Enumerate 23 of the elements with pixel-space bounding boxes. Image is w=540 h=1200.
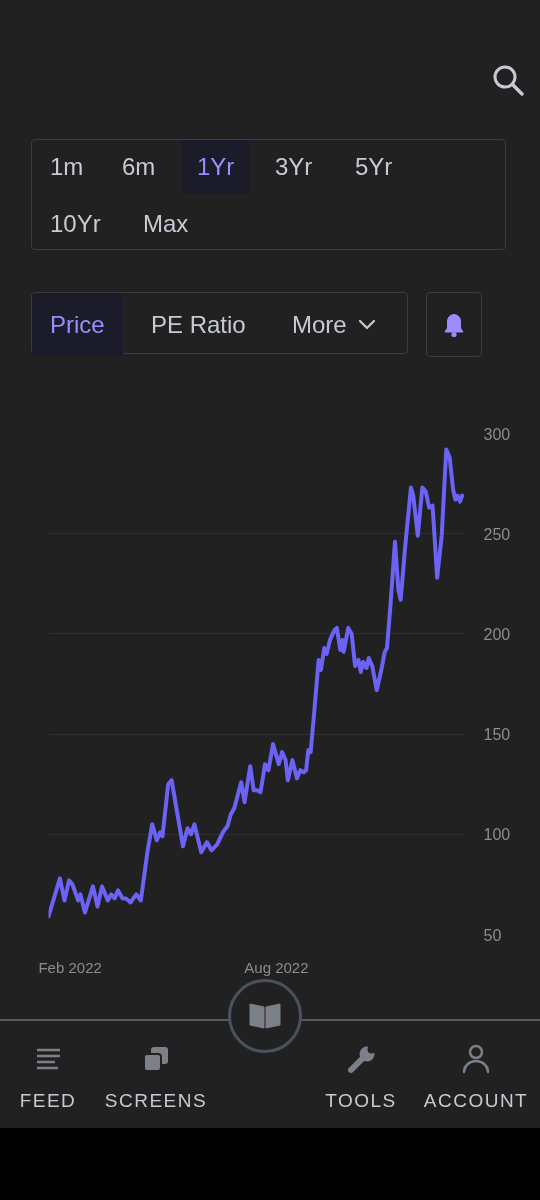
- y-tick-label: 50: [483, 926, 502, 944]
- text: 10Yr: [34, 197, 117, 251]
- text: 1m: [34, 140, 100, 194]
- text: Price: [32, 293, 123, 356]
- y-tick-label: 300: [483, 425, 511, 443]
- text: SCREENS: [104, 1090, 208, 1112]
- text: 5Yr: [339, 140, 409, 194]
- text: PE Ratio: [133, 293, 264, 356]
- text: 1Yr: [181, 140, 251, 194]
- y-tick-label: 200: [483, 625, 511, 643]
- text: FEED: [19, 1090, 77, 1112]
- text: 3Yr: [259, 140, 329, 194]
- y-tick-label: 100: [483, 826, 511, 844]
- text: TOOLS: [325, 1090, 397, 1112]
- line-series: [48, 447, 465, 919]
- y-tick-label: 250: [483, 525, 511, 543]
- text: More: [274, 293, 393, 356]
- text: ACCOUNT: [423, 1090, 529, 1112]
- x-tick-label: Aug 2022: [244, 958, 309, 976]
- text: Max: [127, 197, 205, 251]
- x-tick-label: Feb 2022: [38, 958, 102, 976]
- y-tick-label: 150: [483, 726, 511, 744]
- text: 6m: [106, 140, 172, 194]
